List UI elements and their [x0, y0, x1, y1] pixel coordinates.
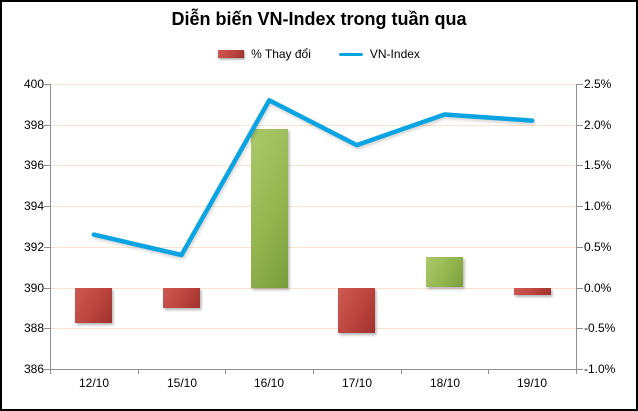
x-axis-label: 15/10 — [166, 376, 198, 390]
y-axis-left-tick — [44, 206, 50, 207]
y-axis-label-right: 0.0% — [584, 281, 612, 295]
vnindex-line — [91, 98, 535, 258]
x-axis-label: 18/10 — [429, 376, 461, 390]
bar-15/10 — [163, 288, 200, 308]
y-axis-right-tick — [577, 84, 583, 85]
y-axis-left-tick — [44, 165, 50, 166]
x-axis-tick — [313, 369, 314, 374]
legend-item-vnindex: VN-Index — [338, 47, 420, 61]
y-axis-right-tick — [577, 125, 583, 126]
y-axis-label-right: -1.0% — [584, 362, 616, 376]
gridline — [50, 206, 576, 207]
y-axis-label-left: 400 — [23, 77, 44, 91]
gridline — [50, 84, 576, 85]
x-axis-label: 16/10 — [253, 376, 285, 390]
x-axis-tick — [138, 369, 139, 374]
y-axis-label-left: 392 — [23, 240, 44, 254]
x-axis-tick — [225, 369, 226, 374]
y-axis-right-tick — [577, 328, 583, 329]
y-axis-right-tick — [577, 288, 583, 289]
gridline — [50, 125, 576, 126]
x-axis-tick — [401, 369, 402, 374]
y-axis-left-tick — [44, 125, 50, 126]
x-axis-tick — [488, 369, 489, 374]
y-axis-right-tick — [577, 247, 583, 248]
bar-18/10 — [426, 257, 463, 287]
legend-label-vnindex: VN-Index — [369, 47, 420, 61]
y-axis-label-right: 1.0% — [584, 199, 612, 213]
bar-17/10 — [338, 288, 375, 333]
legend-line-swatch-icon — [338, 52, 363, 56]
x-axis-label: 17/10 — [341, 376, 373, 390]
y-axis-label-right: 2.0% — [584, 118, 612, 132]
chart-title: Diễn biến VN-Index trong tuần qua — [171, 9, 467, 29]
gridline — [50, 247, 576, 248]
y-axis-right-tick — [577, 206, 583, 207]
gridline — [50, 328, 576, 329]
y-axis-label-left: 398 — [23, 118, 44, 132]
y-axis-label-left: 386 — [23, 362, 44, 376]
y-axis-label-left: 394 — [23, 199, 44, 213]
y-axis-label-right: 1.5% — [584, 158, 612, 172]
y-axis-label-left: 390 — [23, 281, 44, 295]
plot-area — [50, 84, 576, 370]
y-axis-label-right: 2.5% — [584, 77, 612, 91]
y-axis-label-right: -0.5% — [584, 321, 616, 335]
y-axis-label-left: 388 — [23, 321, 44, 335]
x-axis-tick — [50, 369, 51, 374]
chart-legend: % Thay đổi VN-Index — [2, 47, 636, 61]
bar-19/10 — [514, 288, 551, 295]
legend-bar-swatch-icon — [218, 50, 245, 58]
y-axis-right-tick — [577, 165, 583, 166]
gridline — [50, 165, 576, 166]
bar-12/10 — [75, 288, 112, 323]
y-axis-label-right: 0.5% — [584, 240, 612, 254]
y-axis-right-tick — [577, 369, 583, 370]
x-axis-label: 12/10 — [78, 376, 110, 390]
legend-item-pct-change: % Thay đổi — [218, 47, 311, 61]
y-axis-right-line — [576, 84, 577, 369]
y-axis-left-line — [50, 84, 51, 369]
y-axis-left-tick — [44, 247, 50, 248]
legend-label-pct-change: % Thay đổi — [251, 47, 311, 61]
y-axis-left-tick — [44, 328, 50, 329]
bar-16/10 — [251, 129, 288, 288]
x-axis-tick — [576, 369, 577, 374]
y-axis-left-tick — [44, 288, 50, 289]
y-axis-left-tick — [44, 369, 50, 370]
y-axis-left-tick — [44, 84, 50, 85]
x-axis-label: 19/10 — [516, 376, 548, 390]
y-axis-label-left: 396 — [23, 158, 44, 172]
gridline — [50, 288, 576, 289]
